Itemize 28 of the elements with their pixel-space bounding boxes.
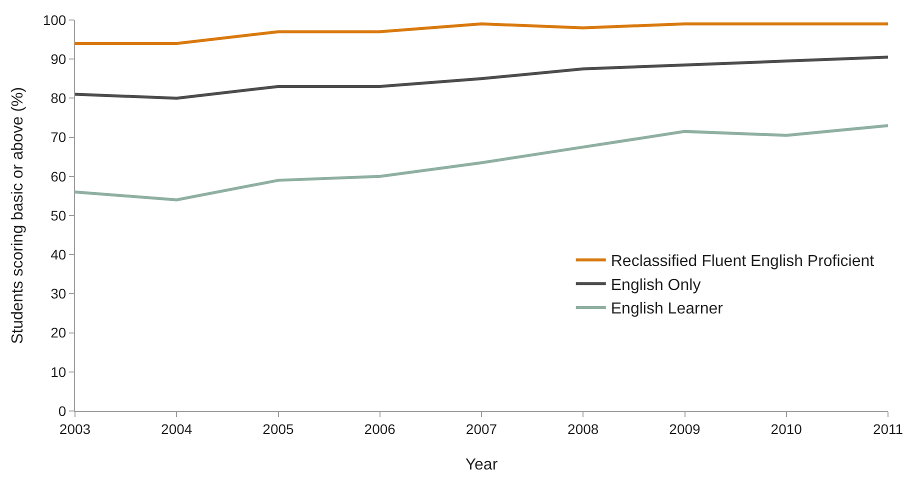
y-tick-label: 50 <box>50 207 66 224</box>
legend-label: English Only <box>610 276 701 294</box>
line-series <box>75 22 888 45</box>
line-series <box>75 56 888 100</box>
y-tick-label: 40 <box>50 246 66 262</box>
y-tick-label: 100 <box>42 12 66 28</box>
y-tick-label: 80 <box>50 90 66 106</box>
x-tick-label: 2010 <box>770 420 802 437</box>
y-tick-label: 20 <box>50 324 66 341</box>
x-tick-label: 2007 <box>466 420 498 437</box>
line-series <box>75 124 888 202</box>
y-tick-label: 10 <box>50 364 66 380</box>
x-tick-label: 2003 <box>59 420 91 437</box>
x-axis-title: Year <box>465 456 498 474</box>
x-tick-label: 2005 <box>262 420 294 437</box>
y-tick-label: 90 <box>50 51 66 67</box>
x-tick-label: 2004 <box>161 420 192 437</box>
x-tick-label: 2008 <box>568 420 599 437</box>
y-axis-title: Students scoring basic or above (%) <box>10 86 27 344</box>
x-tick-label: 2006 <box>364 420 396 437</box>
legend-label: Reclassified Fluent English Proficient <box>610 253 875 270</box>
y-tick-label: 70 <box>50 129 66 146</box>
y-tick-label: 60 <box>50 168 66 184</box>
y-tick-label: 0 <box>58 402 66 419</box>
x-tick-label: 2009 <box>669 420 701 437</box>
x-tick-label: 2011 <box>872 420 904 437</box>
y-tick-label: 30 <box>50 286 66 302</box>
legend-label: English Learner <box>610 300 724 318</box>
